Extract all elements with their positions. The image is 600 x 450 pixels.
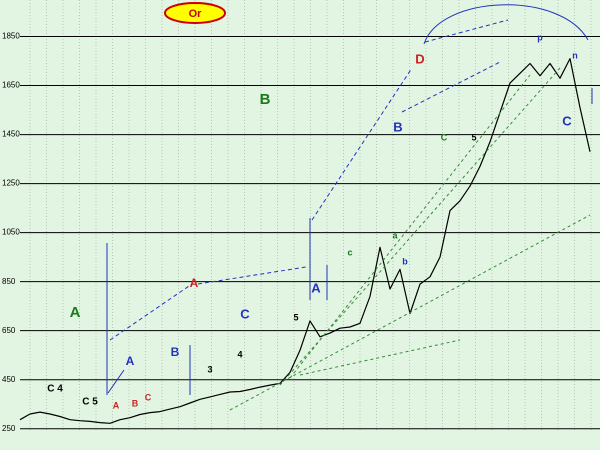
wave-arrow <box>424 19 509 43</box>
y-tick-label: 250 <box>2 424 16 433</box>
wave-label: B <box>132 398 139 408</box>
wave-label: 5 <box>471 132 476 142</box>
wave-label: A <box>126 354 135 368</box>
wave-arrow <box>109 283 193 341</box>
y-tick-label: 850 <box>2 277 16 286</box>
price-line <box>19 58 591 424</box>
wave-label: C <box>240 306 250 321</box>
y-tick-label: 1650 <box>2 81 20 90</box>
wave-label: B <box>393 119 402 134</box>
wave-label: A <box>70 304 81 321</box>
wave-label: C <box>145 392 152 402</box>
wave-label: A <box>113 400 120 410</box>
vertical-grid <box>29 0 592 432</box>
wave-label: C <box>562 113 572 128</box>
wave-label: 4 <box>237 349 242 359</box>
wave-arrow <box>107 369 125 394</box>
wave-label: p <box>537 32 543 42</box>
wave-label: B <box>171 345 180 359</box>
y-tick-label: 1250 <box>2 179 20 188</box>
y-tick-label: 450 <box>2 375 16 384</box>
wave-arrow <box>311 67 413 221</box>
wave-label: D <box>415 51 424 66</box>
y-tick-label: 650 <box>2 326 16 335</box>
trend-lines <box>229 67 591 411</box>
wave-label: b <box>402 256 408 266</box>
wave-overlay <box>106 4 593 395</box>
wave-label: A <box>190 276 199 290</box>
y-tick-label: 1850 <box>2 32 20 41</box>
wave-label: B <box>260 91 271 108</box>
wave-label: C 4 <box>47 384 63 395</box>
wave-arrow <box>401 61 501 113</box>
wave-label: C <box>441 132 448 142</box>
trend-line <box>289 74 531 379</box>
wave-arrow <box>197 266 307 285</box>
wave-label: n <box>572 50 578 60</box>
y-tick-label: 1450 <box>2 130 20 139</box>
y-tick-label: 1050 <box>2 228 20 237</box>
trend-line <box>279 67 561 386</box>
wave-label: 5 <box>293 312 298 322</box>
chart-title: Or <box>189 8 203 20</box>
wave-label: a <box>392 230 398 240</box>
wave-label: A <box>311 280 321 295</box>
wave-label: c <box>347 247 352 257</box>
wave-label: 3 <box>207 364 212 374</box>
wave-arc <box>423 4 589 45</box>
wave-label: C 5 <box>82 397 98 408</box>
title-badge <box>164 2 226 24</box>
